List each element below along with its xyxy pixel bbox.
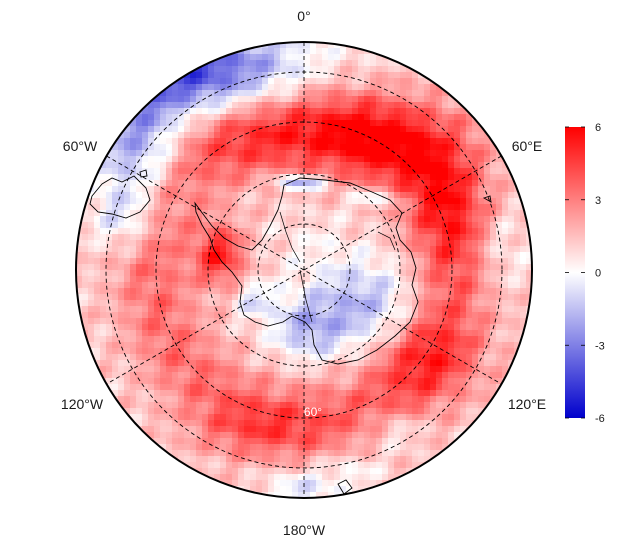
amery-detail xyxy=(377,231,396,251)
new-zealand-islands xyxy=(337,479,353,495)
colorbar-tick-label: -3 xyxy=(595,340,605,352)
colorbar-tick-label: 3 xyxy=(595,195,601,207)
meridian-60w-120e xyxy=(106,155,502,385)
antarctica-coastline xyxy=(194,177,419,365)
lon-label-120w: 120°W xyxy=(61,396,104,412)
south-america-coastline xyxy=(89,175,151,219)
lon-label-60e: 60°E xyxy=(512,138,543,154)
coastline-layer xyxy=(89,169,492,495)
colorbar-ticks: 6 3 0 -3 -6 xyxy=(565,122,605,425)
ross-ice-shelf-detail xyxy=(299,269,313,323)
colorbar-tick-label: -6 xyxy=(595,413,605,425)
lat-label-60: 60° xyxy=(304,405,322,419)
colorbar-tick-label: 0 xyxy=(595,268,601,280)
lon-label-180w: 180°W xyxy=(283,522,326,538)
graticule xyxy=(105,42,503,498)
lon-label-120e: 120°E xyxy=(508,396,546,412)
map-boundary-circle xyxy=(75,41,533,499)
colorbar-ramp xyxy=(565,127,585,418)
falkland-islands xyxy=(139,169,148,178)
lon-label-60w: 60°W xyxy=(63,138,98,154)
colorbar-tick-label: 6 xyxy=(595,122,601,134)
colorbar: 6 3 0 -3 -6 xyxy=(565,122,605,425)
kerguelen-island xyxy=(482,195,492,203)
weddell-coast-detail xyxy=(279,211,301,263)
parallel-ring xyxy=(155,121,453,419)
meridian-60e-120w xyxy=(106,155,502,385)
lon-label-0: 0° xyxy=(297,8,310,24)
